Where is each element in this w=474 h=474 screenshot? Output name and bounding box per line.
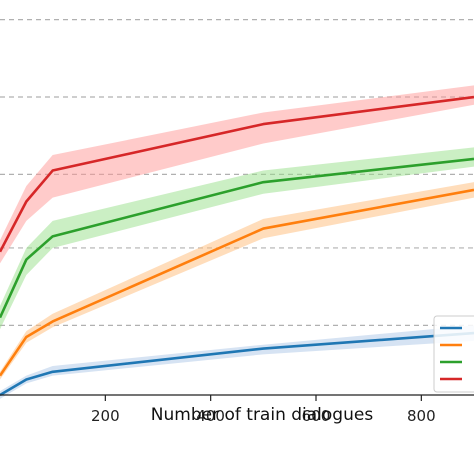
x-axis-ticks: 200 400 600 800 (91, 395, 436, 425)
x-tick-label-400: 400 (196, 407, 225, 425)
series-lines (0, 95, 474, 397)
x-tick-label-200: 200 (91, 407, 120, 425)
x-tick-label-600: 600 (302, 407, 331, 425)
series-2-band (0, 182, 474, 380)
x-axis-label: Number of train dialogues (151, 405, 374, 425)
series-3-band (0, 147, 474, 330)
series-1-band (0, 325, 474, 399)
x-tick-label-800: 800 (407, 407, 436, 425)
legend (433, 315, 474, 393)
legend-box (433, 315, 474, 393)
